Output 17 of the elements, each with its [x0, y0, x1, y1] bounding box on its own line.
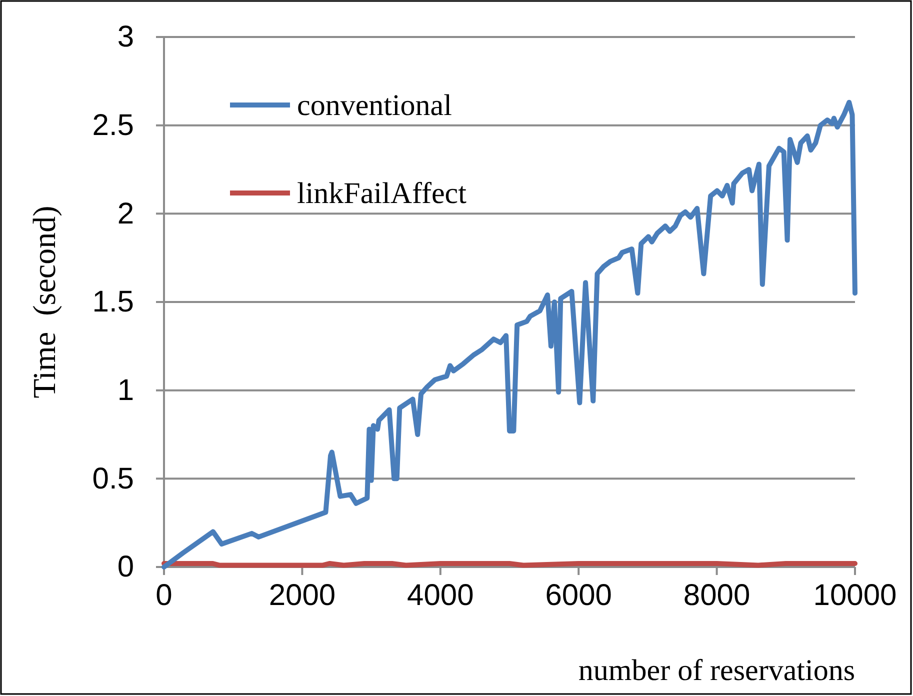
y-tick-label: 3: [117, 20, 134, 54]
x-axis-title: number of reservations: [578, 654, 855, 687]
x-tick-label: 10000: [813, 579, 897, 612]
legend-label: conventional: [297, 89, 452, 122]
y-tick-label: 0: [117, 550, 134, 584]
y-tick-label: 0.5: [92, 462, 134, 496]
y-tick-label: 1.5: [92, 286, 134, 319]
x-tick-label: 6000: [545, 579, 612, 612]
y-tick-label: 2.5: [92, 108, 134, 142]
x-tick-label: 8000: [683, 579, 750, 612]
x-tick-label: 0: [156, 579, 172, 612]
y-tick-label: 2: [117, 197, 134, 230]
y-axis-title: Time (second): [26, 206, 62, 398]
legend-label: linkFailAffect: [297, 177, 468, 210]
x-tick-label: 2000: [268, 579, 336, 612]
x-tick-label: 4000: [407, 579, 474, 612]
y-tick-label: 1: [117, 374, 134, 407]
